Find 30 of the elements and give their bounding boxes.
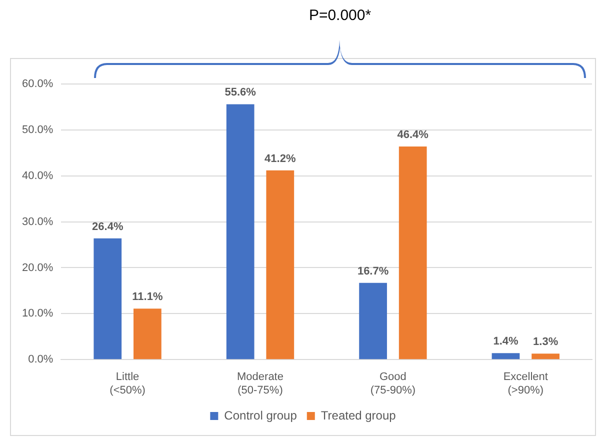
y-tick-label: 40.0% xyxy=(22,170,54,182)
bar xyxy=(226,104,254,360)
data-label: 11.1% xyxy=(132,291,163,304)
y-tick-label: 20.0% xyxy=(22,262,54,274)
x-tick-label: Moderate (50-75%) xyxy=(237,371,284,396)
bar xyxy=(94,238,122,360)
bar xyxy=(359,282,387,360)
bar xyxy=(134,308,162,360)
data-label: 16.7% xyxy=(357,265,389,278)
bar xyxy=(266,170,294,360)
data-label: 41.2% xyxy=(264,152,296,165)
data-label: 1.4% xyxy=(493,336,518,348)
data-label: 1.3% xyxy=(533,336,558,348)
data-label: 46.4% xyxy=(397,129,429,141)
legend-label: Control group xyxy=(224,408,298,422)
bar xyxy=(398,146,427,360)
bar xyxy=(532,354,560,360)
data-label: 55.6% xyxy=(224,86,256,99)
x-tick-label: Excellent (>90%) xyxy=(503,371,548,396)
y-tick-label: 60.0% xyxy=(22,78,54,90)
x-tick-label: Good (75-90%) xyxy=(370,371,416,396)
y-tick-label: 0.0% xyxy=(28,354,54,366)
text: P=0.000* xyxy=(308,7,372,24)
data-label: 26.4% xyxy=(92,220,124,233)
x-tick-label: Little (<50%) xyxy=(110,371,146,396)
y-tick-label: 10.0% xyxy=(22,308,54,320)
y-tick-label: 50.0% xyxy=(22,124,54,136)
bar xyxy=(492,353,520,360)
legend-label: Treated group xyxy=(320,408,396,422)
y-tick-label: 30.0% xyxy=(22,216,54,228)
